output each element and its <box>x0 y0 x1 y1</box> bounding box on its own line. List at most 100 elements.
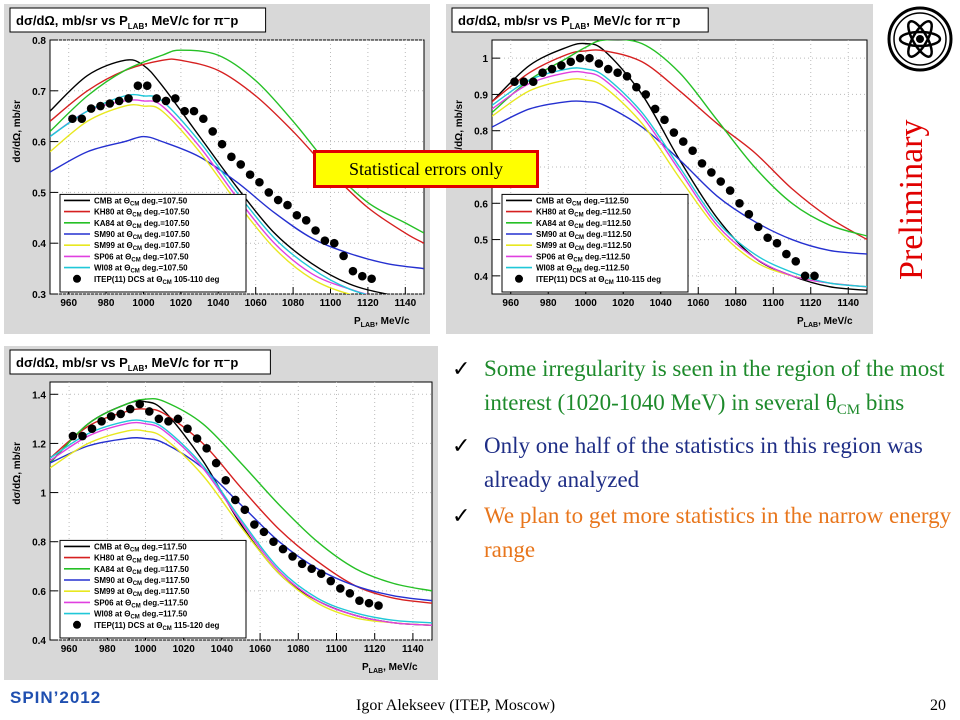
data-point <box>585 53 594 63</box>
series-line-wi08 <box>492 67 867 288</box>
bullet-1-text: Some irregularity is seen in the region … <box>484 356 945 415</box>
data-point <box>697 159 707 168</box>
data-point <box>114 96 124 106</box>
y-tick-label: 0.6 <box>32 138 46 149</box>
legend-entry: SM90 at ΘCM deg.=117.50 <box>94 576 190 587</box>
x-tick-label: 1000 <box>134 644 157 655</box>
data-point <box>810 271 819 281</box>
data-point <box>164 417 173 426</box>
data-point <box>202 444 211 453</box>
series-line-sp06 <box>50 421 432 626</box>
legend-entry: KH80 at ΘCM deg.=107.50 <box>94 208 190 219</box>
legend-entry: KA84 at ΘCM deg.=107.50 <box>94 219 190 230</box>
legend-entry: SM90 at ΘCM deg.=112.50 <box>536 230 632 241</box>
data-point <box>96 101 105 111</box>
y-tick-label: 0.5 <box>474 236 488 247</box>
series-line-sp06 <box>492 70 867 288</box>
x-tick-label: 980 <box>99 644 116 655</box>
legend-entry: SM90 at ΘCM deg.=107.50 <box>94 230 190 241</box>
chart-title: dσ/dΩ, mb/sr vs PLAB, MeV/c for π⁻p <box>16 355 238 373</box>
data-point <box>800 271 810 281</box>
data-point <box>142 81 152 91</box>
bullet-1-subscript: CM <box>836 402 861 418</box>
legend-box <box>59 193 247 293</box>
legend-entry: SP06 at ΘCM deg.=107.50 <box>94 252 189 263</box>
x-tick-label: 1120 <box>800 298 822 309</box>
series-line-ka84 <box>492 40 867 237</box>
data-point <box>183 424 192 433</box>
checkmark-icon: ✓ <box>452 433 471 458</box>
x-tick-label: 1060 <box>249 644 272 655</box>
x-tick-label: 1100 <box>326 644 348 655</box>
data-point <box>782 249 791 259</box>
x-tick-label: 1080 <box>725 298 748 309</box>
data-point <box>632 82 641 92</box>
data-point <box>273 195 283 205</box>
data-point <box>189 106 199 116</box>
data-point <box>744 209 754 219</box>
data-point <box>364 598 374 608</box>
conference-name: SPIN’2012 <box>10 688 102 707</box>
legend-entry: WI08 at ΘCM deg.=107.50 <box>94 264 188 275</box>
legend-entry: SP06 at ΘCM deg.=117.50 <box>94 598 189 609</box>
data-point <box>566 57 576 67</box>
bullet-item-3: ✓ We plan to get more statistics in the n… <box>452 499 952 567</box>
data-point <box>180 106 189 116</box>
data-point <box>301 216 311 225</box>
bullet-1-tail: bins <box>860 390 905 415</box>
data-point <box>557 61 566 70</box>
y-tick-label: 0.8 <box>474 127 488 138</box>
data-point <box>208 127 217 136</box>
data-point <box>311 226 320 235</box>
data-point <box>339 251 348 261</box>
series-line-kh80 <box>492 49 867 241</box>
x-tick-label: 1000 <box>575 298 598 309</box>
data-point <box>355 596 364 605</box>
x-tick-label: 960 <box>61 644 78 655</box>
statistical-errors-text: Statistical errors only <box>349 158 503 179</box>
x-tick-label: 1080 <box>287 644 310 655</box>
y-tick-label: 0.4 <box>474 272 488 283</box>
data-point <box>716 177 726 186</box>
data-point <box>106 412 116 421</box>
data-point <box>660 115 669 125</box>
data-point <box>772 238 782 248</box>
data-point <box>641 90 651 99</box>
y-tick-label: 0.4 <box>32 239 46 250</box>
y-axis-label: dσ/dΩ, mb/sr <box>12 442 23 505</box>
x-tick-label: 1020 <box>612 298 635 309</box>
data-point <box>152 94 161 103</box>
data-point <box>292 210 302 220</box>
data-point <box>594 59 604 68</box>
data-point <box>259 527 269 537</box>
x-tick-label: 960 <box>60 298 77 309</box>
x-tick-label: 1140 <box>394 298 416 309</box>
page-number: 20 <box>930 697 946 714</box>
y-tick-label: 1.2 <box>32 439 46 450</box>
y-tick-label: 0.8 <box>32 36 46 47</box>
data-point <box>510 77 519 87</box>
data-point <box>753 222 763 232</box>
data-point <box>288 552 297 561</box>
data-point <box>622 71 632 81</box>
legend-entry: SM99 at ΘCM deg.=112.50 <box>536 241 632 252</box>
series-line-ka84 <box>50 398 432 592</box>
series-line-cmb <box>50 59 391 294</box>
data-point <box>538 68 547 77</box>
data-point <box>124 94 133 103</box>
x-tick-label: 1040 <box>650 298 673 309</box>
data-point <box>348 266 358 276</box>
bullet-item-1: ✓ Some irregularity is seen in the region… <box>452 352 952 427</box>
data-point <box>707 168 716 177</box>
data-point <box>297 559 307 569</box>
data-point <box>86 104 96 113</box>
bullet-list: ✓ Some irregularity is seen in the region… <box>452 352 952 569</box>
data-point <box>307 564 316 574</box>
y-tick-label: 0.9 <box>474 90 488 101</box>
data-point <box>170 94 180 103</box>
chart-title-box <box>451 7 709 33</box>
checkmark-icon: ✓ <box>452 356 471 381</box>
legend-entry: SM99 at ΘCM deg.=117.50 <box>94 587 190 598</box>
data-point <box>791 257 801 266</box>
series-line-ka84 <box>50 49 424 234</box>
